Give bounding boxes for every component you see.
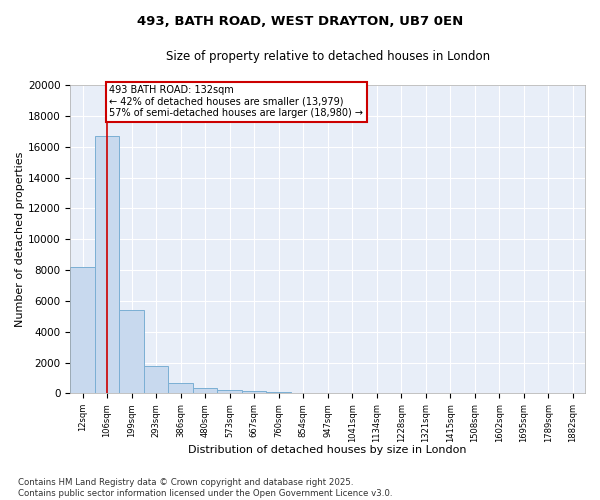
Bar [266,392,291,394]
Bar [119,310,144,394]
Bar [193,388,217,394]
Bar [70,267,95,394]
Title: Size of property relative to detached houses in London: Size of property relative to detached ho… [166,50,490,63]
Text: 493 BATH ROAD: 132sqm
← 42% of detached houses are smaller (13,979)
57% of semi-: 493 BATH ROAD: 132sqm ← 42% of detached … [109,85,364,118]
Bar [168,384,193,394]
Bar [95,136,119,394]
Bar [217,390,242,394]
Bar [242,391,266,394]
X-axis label: Distribution of detached houses by size in London: Distribution of detached houses by size … [188,445,467,455]
Text: Contains HM Land Registry data © Crown copyright and database right 2025.
Contai: Contains HM Land Registry data © Crown c… [18,478,392,498]
Y-axis label: Number of detached properties: Number of detached properties [15,152,25,327]
Text: 493, BATH ROAD, WEST DRAYTON, UB7 0EN: 493, BATH ROAD, WEST DRAYTON, UB7 0EN [137,15,463,28]
Bar [144,366,168,394]
